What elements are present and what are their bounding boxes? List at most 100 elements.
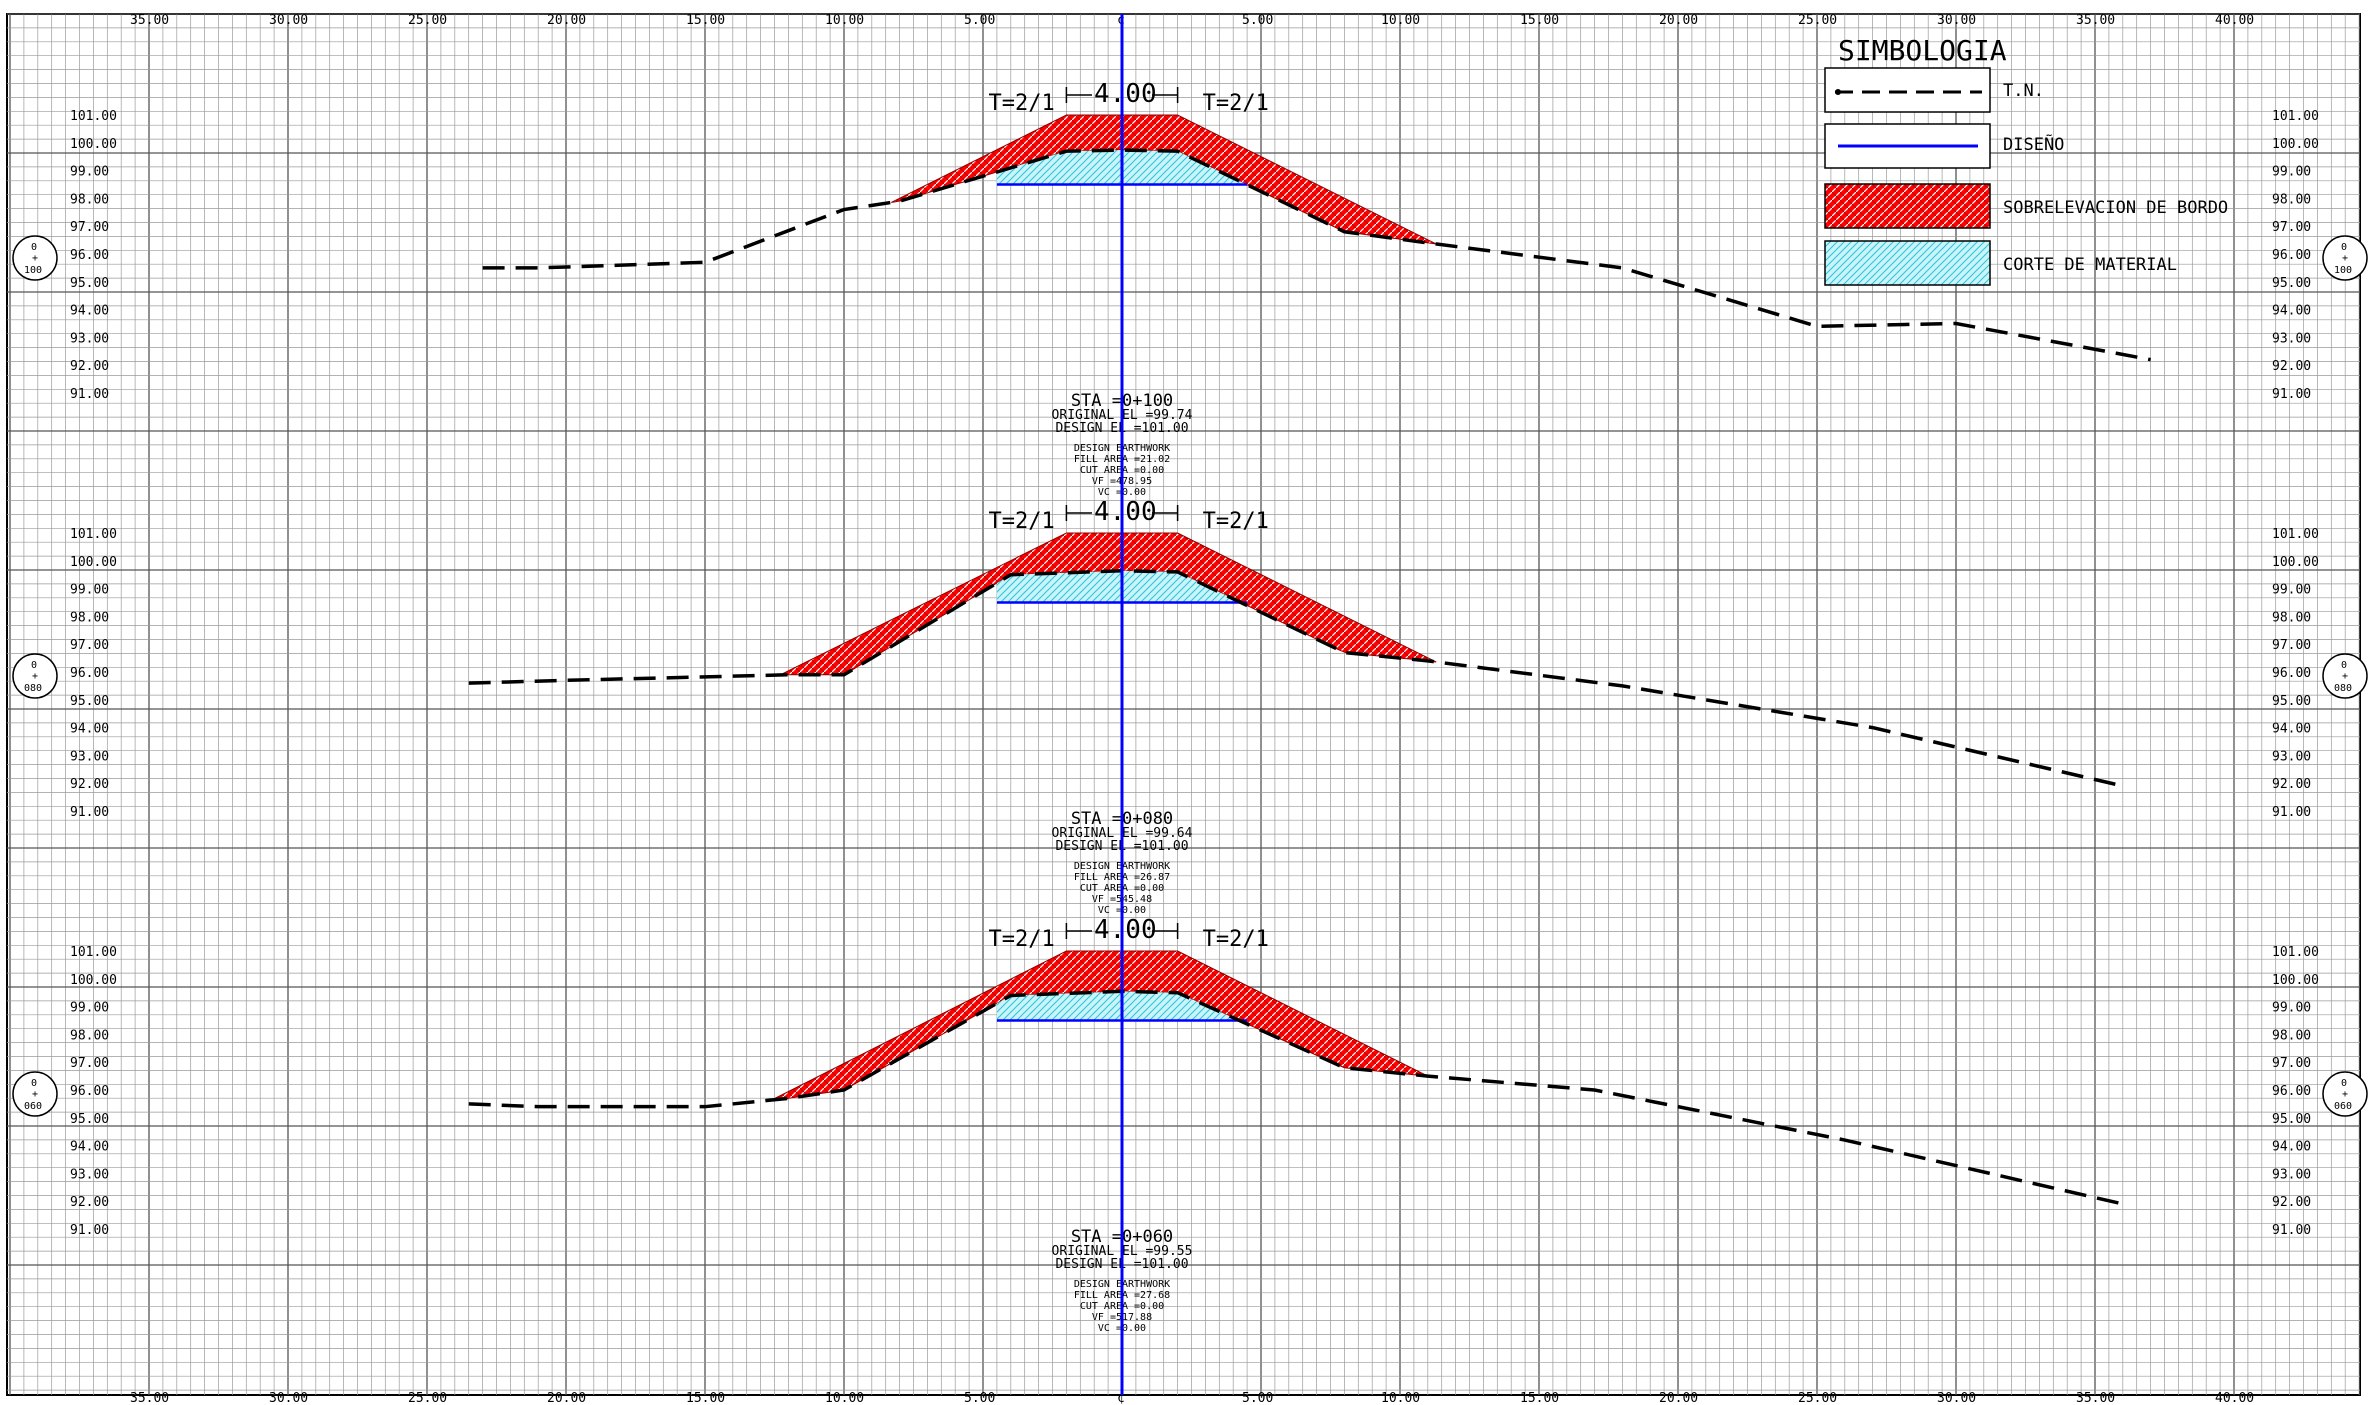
station-marker-mid: +: [2342, 1089, 2348, 1100]
elevation-label-left: 95.00: [70, 1112, 109, 1127]
x-tick-label: 10.00: [825, 1391, 864, 1405]
x-axis-bottom: 35.00 30.00 25.00 20.00 15.00 10.00 5.00 ¢ 5.00 1…: [130, 1391, 2254, 1405]
cross-section: 101.00 101.00 100.00 100.00 99.00 99.00 98.00 9…: [12, 915, 2368, 1334]
x-tick-label: 20.00: [1659, 1391, 1698, 1405]
station-marker: 0+060: [12, 1071, 58, 1117]
x-tick-label: 35.00: [130, 13, 169, 28]
x-tick-label: 35.00: [130, 1391, 169, 1405]
elevation-label-left: 96.00: [70, 666, 109, 681]
x-tick-label: 30.00: [1937, 13, 1976, 28]
elevation-label-left: 96.00: [70, 248, 109, 263]
elevation-label-right: 97.00: [2272, 220, 2311, 235]
elevation-label-left: 92.00: [70, 1195, 109, 1210]
station-marker-bottom: 080: [2334, 683, 2352, 694]
x-tick-label: 15.00: [686, 13, 725, 28]
x-tick-label: 10.00: [1381, 1391, 1420, 1405]
elevation-label-left: 93.00: [70, 331, 109, 346]
x-tick-label: 5.00: [964, 13, 995, 28]
elevation-label-right: 92.00: [2272, 1195, 2311, 1210]
elevation-label-left: 93.00: [70, 749, 109, 764]
grid-lines: [6, 13, 2361, 1396]
x-tick-label: 40.00: [2215, 1391, 2254, 1405]
elevation-label-left: 93.00: [70, 1167, 109, 1182]
elevation-label-left: 95.00: [70, 694, 109, 709]
station-marker-bottom: 060: [24, 1101, 42, 1112]
legend-label-design: DISEÑO: [2003, 133, 2064, 155]
elevation-label-right: 91.00: [2272, 805, 2311, 820]
station-marker-mid: +: [2342, 253, 2348, 264]
x-tick-label: 5.00: [1242, 13, 1273, 28]
station-marker: 0+100: [2322, 235, 2368, 281]
elevation-label-right: 100.00: [2272, 137, 2319, 152]
legend-label-fill: SOBRELEVACION DE BORDO: [2003, 198, 2228, 218]
elevation-label-left: 98.00: [70, 1028, 109, 1043]
elevation-label-right: 100.00: [2272, 973, 2319, 988]
x-tick-label: 20.00: [547, 13, 586, 28]
elevation-label-left: 100.00: [70, 973, 117, 988]
elevation-label-right: 94.00: [2272, 722, 2311, 737]
station-marker-top: 0: [31, 660, 37, 671]
legend-label-cut: CORTE DE MATERIAL: [2003, 255, 2177, 275]
elevation-label-right: 101.00: [2272, 527, 2319, 542]
elevation-label-right: 96.00: [2272, 666, 2311, 681]
x-tick-label: 15.00: [686, 1391, 725, 1405]
x-tick-label: 25.00: [1798, 1391, 1837, 1405]
elevation-label-left: 91.00: [70, 387, 109, 402]
x-tick-label: 40.00: [2215, 13, 2254, 28]
x-tick-label: 25.00: [408, 13, 447, 28]
cross-section: 101.00 101.00 100.00 100.00 99.00 99.00 98.00 9…: [12, 497, 2368, 916]
station-marker-mid: +: [32, 671, 38, 682]
crown-width-label: 4.00: [1094, 915, 1157, 945]
ground-line: [468, 569, 2124, 788]
elevation-label-right: 95.00: [2272, 1112, 2311, 1127]
cross-section: 101.00 101.00 100.00 100.00 99.00 99.00 98.00 9…: [12, 79, 2368, 498]
elevation-label-left: 97.00: [70, 220, 109, 235]
slope-label-left: T=2/1: [989, 927, 1055, 952]
legend-item-cut: CORTE DE MATERIAL: [1824, 240, 2177, 286]
x-axis-top: 35.0030.0025.0020.0015.0010.005.00¢5.001…: [130, 13, 2254, 28]
elevation-label-right: 99.00: [2272, 1001, 2311, 1016]
elevation-label-right: 97.00: [2272, 1056, 2311, 1071]
elevation-label-left: 100.00: [70, 137, 117, 152]
slope-label-right: T=2/1: [1203, 509, 1269, 534]
elevation-label-left: 92.00: [70, 359, 109, 374]
x-tick-label: 10.00: [1381, 13, 1420, 28]
elevation-label-left: 96.00: [70, 1084, 109, 1099]
station-marker-bottom: 080: [24, 683, 42, 694]
elevation-label-right: 91.00: [2272, 1223, 2311, 1238]
legend-title: SIMBOLOGIA: [1838, 34, 2007, 67]
elevation-label-right: 98.00: [2272, 192, 2311, 207]
elevation-label-right: 94.00: [2272, 304, 2311, 319]
elevation-label-right: 101.00: [2272, 109, 2319, 124]
station-marker-mid: +: [32, 253, 38, 264]
elevation-label-right: 99.00: [2272, 583, 2311, 598]
x-tick-label: 5.00: [1242, 1391, 1273, 1405]
slope-label-left: T=2/1: [989, 509, 1055, 534]
elevation-label-right: 95.00: [2272, 276, 2311, 291]
elevation-label-right: 98.00: [2272, 610, 2311, 625]
station-marker-mid: +: [2342, 671, 2348, 682]
elevation-label-right: 93.00: [2272, 749, 2311, 764]
elevation-label-left: 94.00: [70, 722, 109, 737]
x-tick-label: 35.00: [2076, 13, 2115, 28]
legend: SIMBOLOGIA T.N. DISEÑO SOBRELEVACION DE …: [1824, 34, 2228, 286]
x-tick-label: 15.00: [1520, 1391, 1559, 1405]
elevation-label-right: 93.00: [2272, 1167, 2311, 1182]
x-center-label: ¢: [1117, 1391, 1125, 1405]
elevation-label-right: 94.00: [2272, 1140, 2311, 1155]
x-tick-label: 30.00: [269, 1391, 308, 1405]
elevation-label-left: 97.00: [70, 1056, 109, 1071]
elevation-label-left: 91.00: [70, 1223, 109, 1238]
elevation-label-right: 98.00: [2272, 1028, 2311, 1043]
elevation-label-right: 99.00: [2272, 165, 2311, 180]
slope-label-right: T=2/1: [1203, 927, 1269, 952]
station-marker-bottom: 100: [2334, 265, 2352, 276]
elevation-label-right: 101.00: [2272, 945, 2319, 960]
crown-width-label: 4.00: [1094, 497, 1157, 527]
station-marker-top: 0: [2341, 1078, 2347, 1089]
elevation-label-left: 99.00: [70, 1001, 109, 1016]
ground-line: [482, 148, 2151, 362]
elevation-label-left: 101.00: [70, 945, 117, 960]
elevation-label-left: 95.00: [70, 276, 109, 291]
